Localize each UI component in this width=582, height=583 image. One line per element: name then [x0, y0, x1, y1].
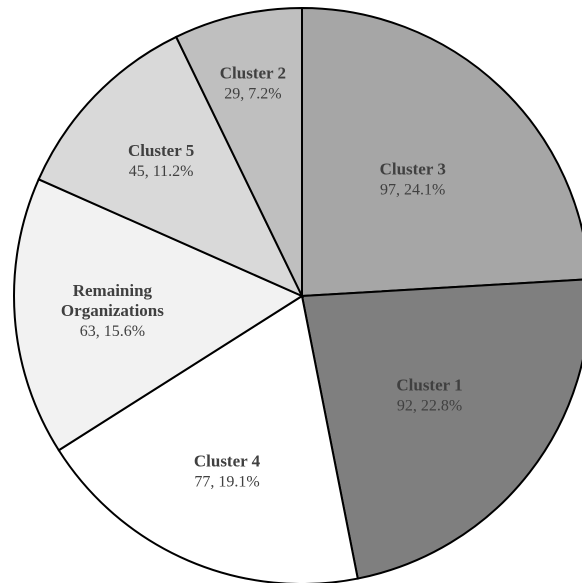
slice-value-label: 97, 24.1%: [380, 182, 445, 199]
slice-value-label: 45, 11.2%: [129, 163, 194, 180]
slice-name: Cluster 5: [128, 141, 194, 160]
slice-value-label: 77, 19.1%: [194, 474, 259, 491]
pie-slice-cluster-5: [37, 35, 305, 299]
slice-label: Cluster 4 77, 19.1%: [194, 452, 261, 491]
slice-value-label: 63, 15.6%: [80, 323, 145, 340]
slice-label: Cluster 1 92, 22.8%: [396, 376, 462, 415]
pie-slice-cluster-1: [300, 278, 582, 580]
pie-slice-remaining-organizations: [13, 178, 305, 452]
slice-label: Cluster 2 29, 7.2%: [220, 64, 286, 103]
slice-label: Remaining Organizations 63, 15.6%: [61, 281, 164, 340]
pie-labels: Cluster 3 97, 24.1%Cluster 1 92, 22.8%Clus…: [61, 64, 463, 491]
slice-value-label: 92, 22.8%: [397, 398, 462, 415]
slice-name: Remaining: [73, 281, 153, 300]
slice-name: Cluster 3: [380, 160, 446, 179]
pie-slice-cluster-3: [301, 6, 582, 298]
slice-name: Organizations: [61, 301, 164, 320]
pie-slice-cluster-4: [57, 294, 359, 583]
slice-name: Cluster 4: [194, 452, 261, 471]
pie-slices: [13, 6, 582, 583]
slice-name: Cluster 2: [220, 64, 286, 83]
pie-slice-cluster-2: [174, 6, 303, 297]
slice-name: Cluster 1: [396, 376, 462, 395]
slice-value-label: 29, 7.2%: [224, 86, 281, 103]
slice-label: Cluster 5 45, 11.2%: [128, 141, 194, 180]
slice-label: Cluster 3 97, 24.1%: [380, 160, 446, 199]
